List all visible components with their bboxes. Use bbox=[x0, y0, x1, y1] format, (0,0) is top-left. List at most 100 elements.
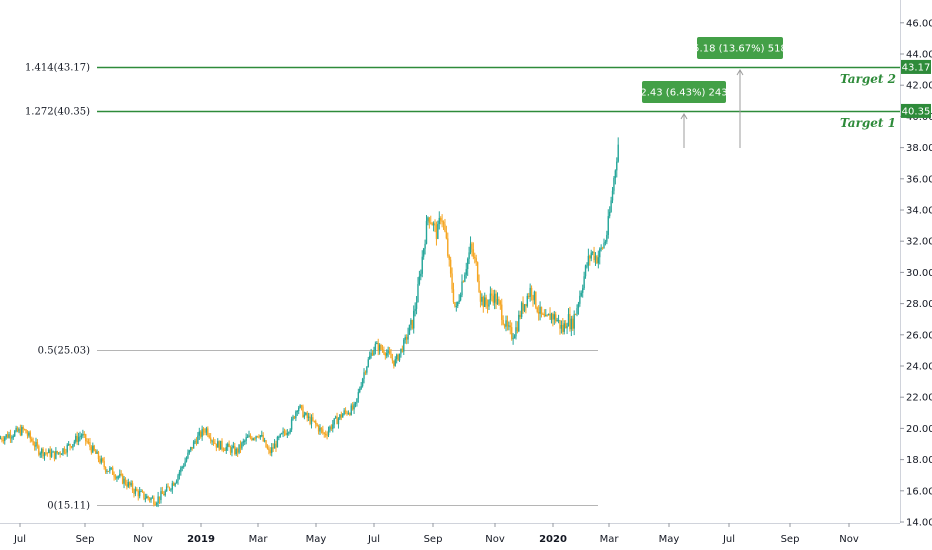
candle-body-421 bbox=[597, 257, 600, 264]
candle-body-214 bbox=[303, 414, 306, 418]
candle-body-286 bbox=[405, 337, 408, 340]
candle-body-350 bbox=[496, 299, 499, 305]
candle-body-139 bbox=[197, 435, 199, 444]
candle-body-399 bbox=[566, 325, 568, 329]
x-tick-label-0: Jul bbox=[13, 534, 26, 545]
candle-body-173 bbox=[245, 437, 247, 441]
candle-body-403 bbox=[572, 318, 574, 329]
candle-body-234 bbox=[332, 424, 334, 429]
candle-body-22 bbox=[31, 438, 33, 442]
candle-body-15 bbox=[21, 427, 23, 436]
candle-body-0 bbox=[0, 438, 2, 440]
candle-body-121 bbox=[171, 483, 174, 490]
candle-body-259 bbox=[367, 359, 369, 367]
measure-arrowhead-1 bbox=[736, 68, 744, 76]
candle-body-18 bbox=[25, 429, 27, 434]
candle-body-44 bbox=[62, 448, 64, 454]
x-tick-label-3: 2019 bbox=[187, 534, 215, 545]
candle-body-357 bbox=[506, 320, 509, 327]
candle-body-359 bbox=[509, 325, 511, 328]
candle-body-114 bbox=[161, 491, 164, 495]
candle-body-198 bbox=[280, 433, 283, 435]
candle-body-326 bbox=[462, 281, 465, 283]
candle-body-254 bbox=[360, 386, 362, 389]
candle-body-77 bbox=[109, 468, 111, 472]
candle-body-411 bbox=[583, 276, 585, 289]
candle-body-303 bbox=[430, 222, 432, 224]
candle-body-345 bbox=[489, 293, 492, 301]
candle-body-137 bbox=[194, 440, 196, 442]
candle-body-323 bbox=[458, 300, 460, 302]
candle-body-409 bbox=[580, 292, 582, 296]
candle-body-3 bbox=[4, 437, 6, 441]
candle-body-325 bbox=[461, 281, 463, 296]
candle-body-113 bbox=[160, 491, 162, 501]
candle-body-322 bbox=[457, 301, 459, 307]
candle-body-229 bbox=[324, 433, 327, 436]
candle-body-422 bbox=[599, 248, 601, 258]
candle-body-318 bbox=[451, 273, 453, 290]
candle-body-125 bbox=[177, 475, 179, 481]
candle-body-243 bbox=[344, 410, 347, 412]
candle-body-53 bbox=[75, 435, 77, 442]
candle-body-102 bbox=[144, 498, 147, 500]
candle-body-45 bbox=[63, 448, 66, 453]
candle-body-76 bbox=[107, 470, 110, 472]
candle-body-261 bbox=[370, 352, 372, 356]
candle-body-184 bbox=[261, 435, 263, 437]
candle-body-363 bbox=[515, 327, 517, 337]
candle-body-309 bbox=[438, 217, 440, 224]
candle-body-96 bbox=[136, 488, 138, 492]
candle-body-197 bbox=[279, 433, 281, 437]
candle-body-368 bbox=[522, 302, 524, 311]
candle-body-253 bbox=[359, 388, 361, 393]
candle-body-423 bbox=[600, 247, 602, 249]
candle-body-199 bbox=[282, 431, 284, 434]
candle-body-400 bbox=[567, 314, 570, 326]
candle-body-360 bbox=[511, 327, 513, 339]
candle-body-298 bbox=[422, 248, 425, 257]
candles-layer bbox=[0, 137, 619, 508]
candle-body-12 bbox=[16, 427, 19, 432]
candle-body-87 bbox=[123, 478, 125, 484]
candle-body-397 bbox=[563, 323, 565, 332]
candle-body-426 bbox=[604, 241, 607, 243]
y-tick-label-0: 14.00 bbox=[906, 518, 932, 529]
candle-body-170 bbox=[241, 442, 243, 449]
candle-body-354 bbox=[502, 319, 504, 325]
candle-body-331 bbox=[469, 243, 472, 253]
candle-body-382 bbox=[542, 313, 544, 315]
candle-body-264 bbox=[374, 343, 377, 350]
candle-body-258 bbox=[366, 366, 368, 373]
candle-body-315 bbox=[447, 238, 449, 256]
candle-body-192 bbox=[272, 447, 274, 449]
candle-body-339 bbox=[481, 296, 483, 302]
candle-body-292 bbox=[414, 308, 416, 311]
candle-body-387 bbox=[549, 313, 551, 320]
candle-body-302 bbox=[428, 217, 431, 223]
candle-body-171 bbox=[242, 441, 245, 443]
candle-body-129 bbox=[182, 466, 185, 468]
candle-body-300 bbox=[425, 220, 428, 244]
y-tick-label-15: 44.00 bbox=[906, 50, 932, 61]
candle-body-55 bbox=[77, 437, 80, 442]
candle-body-145 bbox=[205, 428, 208, 433]
candle-body-169 bbox=[239, 444, 242, 449]
candle-body-134 bbox=[190, 447, 192, 451]
candle-body-217 bbox=[307, 416, 310, 418]
candle-body-310 bbox=[440, 217, 442, 221]
candle-body-428 bbox=[607, 216, 609, 235]
candle-body-108 bbox=[153, 497, 155, 505]
candle-body-73 bbox=[103, 461, 105, 467]
candle-body-166 bbox=[235, 448, 237, 455]
candle-body-92 bbox=[130, 483, 132, 486]
candle-body-431 bbox=[611, 190, 614, 201]
candle-body-430 bbox=[610, 200, 612, 212]
candle-body-215 bbox=[305, 412, 307, 415]
candle-body-79 bbox=[111, 467, 114, 475]
fib-label-0: 1.414(43.17) bbox=[25, 63, 90, 74]
y-tick-label-7: 28.00 bbox=[906, 299, 932, 310]
candle-body-269 bbox=[381, 349, 384, 351]
